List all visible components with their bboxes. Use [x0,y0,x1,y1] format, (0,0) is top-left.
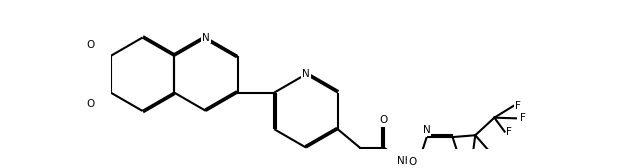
Text: F: F [506,127,512,137]
Text: O: O [87,99,95,109]
Text: F: F [515,101,521,111]
Text: O: O [408,157,416,167]
Text: N: N [302,69,310,79]
Text: O: O [379,115,387,125]
Text: F: F [519,113,526,123]
Text: N: N [423,125,431,135]
Text: NH: NH [397,156,413,166]
Text: O: O [87,39,95,50]
Text: N: N [202,33,210,43]
